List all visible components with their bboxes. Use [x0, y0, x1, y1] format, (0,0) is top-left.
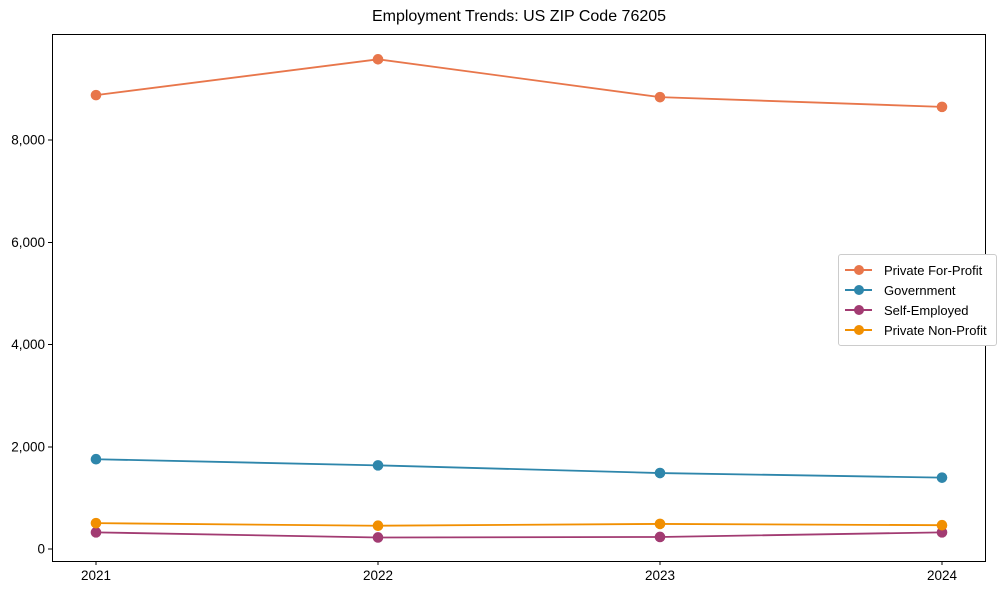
data-point — [372, 54, 384, 65]
y-tick-label: 8,000 — [11, 133, 45, 148]
legend-item: Government — [845, 280, 987, 300]
legend-label: Private For-Profit — [884, 262, 983, 278]
data-point — [372, 532, 384, 543]
y-tick-label: 0 — [37, 542, 45, 557]
data-point — [936, 519, 948, 531]
series-line-government — [95, 458, 943, 479]
data-point — [90, 527, 102, 538]
series-line-self-employed — [95, 531, 943, 539]
chart-title: Employment Trends: US ZIP Code 76205 — [371, 8, 667, 25]
data-point — [936, 101, 948, 113]
legend-label: Self-Employed — [884, 302, 969, 318]
legend-line-marker-icon — [845, 324, 872, 336]
data-point — [372, 520, 384, 532]
series-line-private-for-profit — [95, 58, 943, 108]
legend: Private For-Profit Government Self-Employe… — [838, 254, 997, 346]
x-tick-label: 2024 — [927, 568, 958, 583]
legend-label: Private Non-Profit — [884, 322, 987, 338]
y-tick-label: 4,000 — [11, 337, 45, 352]
legend-line-marker-icon — [845, 284, 872, 296]
legend-label: Government — [884, 282, 956, 298]
data-point — [654, 467, 666, 479]
data-point — [90, 517, 102, 529]
data-point — [654, 531, 666, 543]
x-tick-label: 2021 — [81, 568, 111, 583]
legend-item: Private Non-Profit — [845, 320, 987, 340]
legend-line-marker-icon — [845, 304, 872, 316]
data-point — [654, 518, 666, 530]
y-tick-label: 2,000 — [11, 439, 45, 454]
legend-item: Private For-Profit — [845, 260, 987, 280]
x-tick-label: 2022 — [363, 568, 393, 583]
data-point — [654, 91, 666, 103]
data-point — [90, 89, 102, 101]
y-tick-label: 6,000 — [11, 235, 45, 250]
legend-line-marker-icon — [845, 264, 872, 276]
data-point — [90, 453, 102, 465]
series-line-private-non-profit — [95, 522, 943, 527]
data-point — [372, 460, 384, 471]
legend-item: Self-Employed — [845, 300, 987, 320]
data-point — [936, 472, 948, 483]
x-tick-label: 2023 — [645, 568, 675, 583]
